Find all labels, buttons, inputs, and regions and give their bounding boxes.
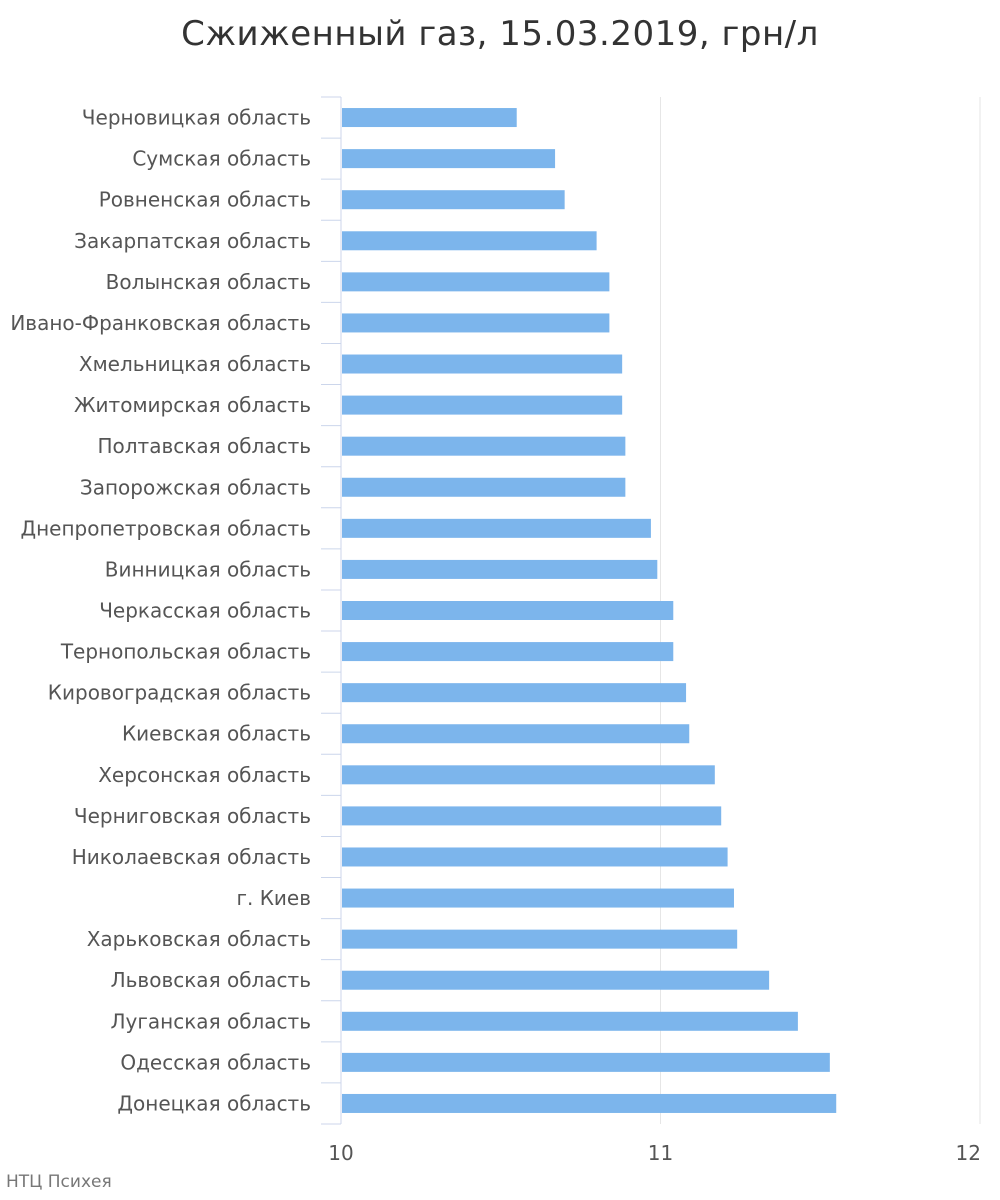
category-label: Волынская область	[106, 270, 311, 294]
category-label: Днепропетровская область	[20, 516, 311, 540]
category-label: Львовская область	[111, 968, 311, 992]
bar	[342, 272, 610, 292]
bar	[342, 929, 738, 949]
category-label: Одесская область	[120, 1050, 311, 1074]
category-label: Николаевская область	[72, 845, 311, 869]
bar	[342, 724, 690, 744]
bar	[342, 683, 687, 703]
bar	[342, 436, 626, 456]
category-label: Тернопольская область	[60, 640, 311, 664]
bar	[342, 642, 674, 662]
category-label: Закарпатская область	[74, 229, 311, 253]
bar	[342, 559, 658, 579]
bar	[342, 313, 610, 333]
bar	[342, 477, 626, 497]
category-label: Запорожская область	[80, 475, 311, 499]
category-label: г. Киев	[236, 886, 311, 910]
bar	[342, 1011, 798, 1031]
category-label: Черкасская область	[99, 599, 311, 623]
bar	[342, 149, 556, 169]
category-label: Луганская область	[111, 1009, 311, 1033]
bar	[342, 108, 517, 128]
category-label: Донецкая область	[117, 1091, 311, 1115]
category-label: Винницкая область	[105, 557, 311, 581]
x-tick-label: 11	[648, 1141, 673, 1165]
credit-text: НТЦ Психея	[6, 1172, 112, 1192]
bar	[342, 970, 770, 990]
category-label: Полтавская область	[97, 434, 311, 458]
x-tick-label: 12	[956, 1141, 981, 1165]
bar	[342, 1052, 830, 1072]
category-label: Житомирская область	[74, 393, 311, 417]
category-label: Хмельницкая область	[79, 352, 311, 376]
category-label: Черниговская область	[74, 804, 311, 828]
category-label: Киевская область	[122, 722, 311, 746]
bar	[342, 190, 565, 210]
bar	[342, 601, 674, 620]
bar	[342, 806, 722, 826]
x-tick-label: 10	[328, 1141, 353, 1165]
category-label: Ровненская область	[99, 188, 311, 212]
bar	[342, 1093, 837, 1113]
grid-layer	[660, 97, 981, 1124]
category-label: Черновицкая область	[82, 106, 311, 130]
category-label: Кировоградская область	[48, 681, 311, 705]
bar	[342, 354, 623, 374]
category-label: Херсонская область	[98, 763, 311, 787]
category-label: Харьковская область	[87, 927, 311, 951]
bar	[342, 765, 715, 785]
bar	[342, 395, 623, 415]
bar	[342, 518, 651, 538]
bar	[342, 888, 734, 908]
category-label: Ивано-Франковская область	[10, 311, 311, 335]
axis-layer	[321, 96, 342, 1125]
label-layer: 10 11 12 Черновицкая область Сумская область…	[10, 106, 981, 1165]
bar	[342, 847, 728, 867]
bar-layer	[342, 108, 837, 1113]
category-label: Сумская область	[132, 147, 311, 171]
bar	[342, 231, 597, 251]
chart-title: Сжиженный газ, 15.03.2019, грн/л	[181, 14, 819, 54]
